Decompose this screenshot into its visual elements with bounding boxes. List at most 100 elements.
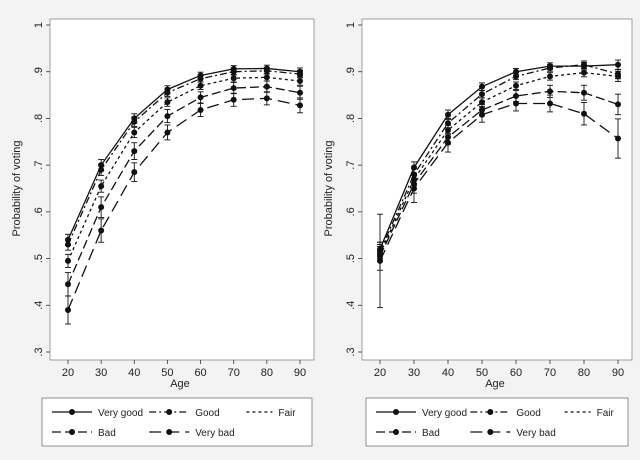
legend: Very good Good Fair Bad Very bad	[41, 397, 313, 447]
legend-item: Bad	[376, 428, 440, 439]
data-point	[547, 64, 553, 71]
data-point	[98, 166, 105, 173]
chart-panel-2: .3 .4 .5 .6 .7 .8 .9 1 20 30 40 50 60 70 80 90 Age Probab…	[323, 18, 633, 447]
data-point	[131, 129, 138, 136]
data-point	[98, 227, 105, 234]
data-point	[230, 85, 237, 92]
x-tick-label: 80	[261, 367, 273, 379]
legend-label: Very good	[98, 408, 143, 419]
legend-key-marker	[393, 429, 399, 435]
data-point	[445, 111, 451, 118]
legend-item: Very good	[376, 408, 467, 419]
data-point	[164, 89, 171, 96]
y-tick-label: .4	[345, 301, 357, 310]
x-tick-label: 30	[95, 367, 107, 379]
data-point	[479, 91, 485, 98]
series-line	[67, 76, 301, 262]
data-point	[479, 83, 485, 90]
x-tick-label: 60	[194, 367, 206, 379]
series-very-bad	[65, 91, 303, 325]
data-point	[197, 107, 204, 114]
legend-item: Bad	[52, 428, 116, 439]
data-point	[411, 185, 417, 192]
series-line	[379, 64, 619, 252]
legend-item: Good	[149, 408, 220, 419]
data-point	[513, 82, 519, 89]
legend: Very good Good Fair Bad Very bad	[365, 397, 629, 447]
legend-box	[41, 397, 313, 447]
x-tick-label: 70	[228, 367, 240, 379]
chart-panel-1: .3 .4 .5 .6 .7 .8 .9 1 20 30 40 50 60 70 80 90 Age Probab…	[11, 18, 315, 447]
data-point	[615, 73, 621, 80]
data-point	[547, 73, 553, 80]
y-tick-label: .7	[345, 161, 357, 170]
data-point	[263, 67, 270, 74]
series-line	[67, 70, 301, 245]
data-point	[230, 96, 237, 103]
data-point	[581, 110, 587, 117]
legend-item: Very bad	[470, 428, 556, 439]
data-point	[297, 102, 303, 109]
data-point	[197, 82, 204, 89]
y-tick-label: .8	[345, 114, 357, 123]
data-point	[445, 139, 451, 146]
legend-key-marker	[393, 409, 399, 415]
y-tick-label: .3	[345, 347, 357, 356]
data-point	[547, 100, 553, 107]
data-point	[65, 257, 71, 264]
data-point	[581, 69, 587, 76]
y-tick-label: .6	[345, 207, 357, 216]
plot-area	[49, 18, 315, 361]
y-tick-label: .3	[33, 347, 45, 356]
legend-key-marker	[166, 429, 173, 435]
y-tick-label: .9	[33, 67, 45, 76]
x-tick-label: 90	[294, 367, 306, 379]
series-very-bad	[377, 94, 621, 309]
data-point	[197, 94, 204, 101]
data-point	[615, 135, 621, 142]
legend-item: Very good	[52, 408, 143, 419]
data-point	[615, 101, 621, 108]
legend-label: Very good	[422, 408, 467, 419]
data-point	[131, 148, 138, 155]
legend-key-marker	[69, 429, 75, 435]
y-tick-label: 1	[345, 22, 357, 28]
legend-label: Fair	[278, 408, 296, 419]
y-tick-label: .4	[33, 301, 45, 310]
data-point	[263, 95, 270, 102]
legend-key-marker	[69, 409, 75, 415]
legend-key-marker	[487, 409, 494, 415]
data-point	[547, 88, 553, 95]
data-point	[98, 204, 105, 211]
plot-area	[361, 18, 633, 361]
y-tick-label: .5	[33, 254, 45, 263]
y-tick-label: .8	[33, 114, 45, 123]
y-tick-label: 1	[33, 22, 45, 28]
data-point	[230, 68, 237, 75]
y-tick-label: .7	[33, 161, 45, 170]
y-tick-label: .6	[33, 207, 45, 216]
series-line	[379, 90, 619, 257]
legend-label: Fair	[597, 408, 615, 419]
series-fair	[65, 73, 303, 268]
data-point	[230, 75, 237, 82]
legend-item: Very bad	[149, 428, 235, 439]
legend-label: Good	[195, 408, 219, 419]
legend-label: Very bad	[195, 428, 234, 439]
x-tick-label: 40	[128, 367, 140, 379]
data-point	[263, 83, 270, 90]
series-bad	[65, 80, 303, 297]
data-point	[297, 71, 303, 78]
legend-item: Good	[470, 408, 541, 419]
x-tick-label: 40	[442, 367, 454, 379]
series-line	[67, 67, 301, 241]
data-point	[65, 241, 71, 248]
x-tick-label: 90	[612, 367, 624, 379]
series-line	[67, 86, 301, 285]
data-point	[479, 111, 485, 118]
legend-label: Very bad	[516, 428, 555, 439]
legend-label: Good	[516, 408, 540, 419]
data-point	[98, 183, 105, 190]
